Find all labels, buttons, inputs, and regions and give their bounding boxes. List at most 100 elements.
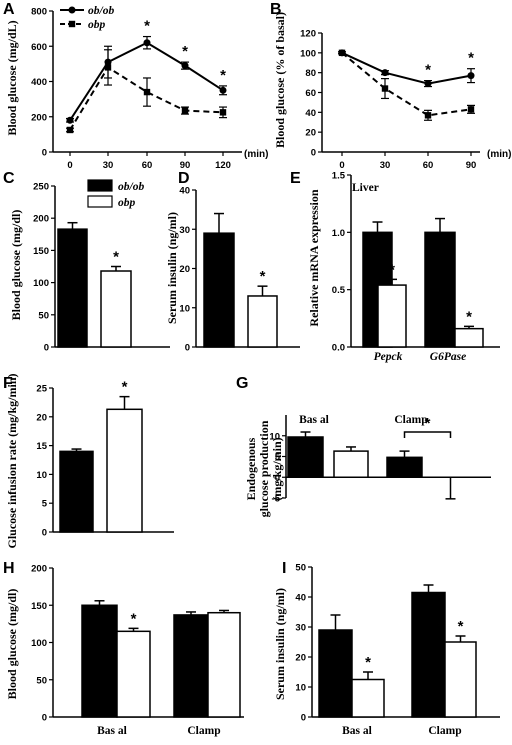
data-point-A: [181, 107, 189, 114]
category-label-E: Pepck: [374, 351, 403, 363]
y-tick-label-A: 800: [31, 7, 47, 18]
y-tick-label-H: 0: [42, 713, 47, 724]
bar-I-0-1: [351, 678, 385, 718]
y-tick-label-B: 20: [305, 128, 316, 139]
y-tick-label-D: 10: [179, 303, 190, 314]
legend-marker-obp: [68, 20, 76, 28]
data-point-A: [181, 62, 189, 70]
y-tick-label-B: 40: [305, 108, 316, 119]
y-axis-title-G: glucose production: [257, 420, 271, 517]
bar-C-0: [57, 228, 88, 348]
panel-label-F: F: [3, 375, 13, 392]
bar-G-1-0: [386, 456, 423, 478]
panel-label-H: H: [3, 560, 15, 577]
y-tick-label-A: 200: [31, 112, 47, 123]
bar-E-1-1: [454, 327, 484, 348]
bar-H-0-0: [81, 604, 118, 718]
panel-label-G: G: [236, 375, 248, 392]
significance-star-E: *: [466, 308, 472, 325]
y-tick-label-E: 1.5: [332, 171, 346, 182]
y-tick-label-E: 0.5: [332, 285, 346, 296]
x-axis-title-B: (min): [487, 149, 511, 160]
y-axis-title-C: Blood glucose (mg/dl): [9, 210, 23, 321]
data-point-A: [219, 109, 227, 116]
y-tick-label-D: 20: [179, 264, 190, 275]
significance-star-I: *: [458, 618, 464, 635]
y-tick-label-G: 10: [269, 431, 280, 442]
category-label-H: Clamp: [187, 725, 220, 737]
data-point-A: [219, 86, 227, 94]
y-tick-label-E: 0.0: [332, 343, 345, 354]
x-tick-label-A: 120: [215, 160, 231, 171]
legend-label-ob-ob: ob/ob: [118, 181, 144, 193]
bar-E-0-1: [377, 284, 407, 348]
y-tick-label-H: 200: [31, 564, 47, 575]
significance-star-A: *: [182, 43, 188, 60]
y-tick-label-F: 25: [36, 384, 47, 395]
bar-I-0-0: [318, 629, 353, 718]
legend-label-obp: obp: [118, 197, 136, 209]
y-axis-title-A: Blood glucose (mg/dL): [5, 20, 19, 135]
data-point-A: [143, 88, 151, 96]
significance-star-A: *: [220, 67, 226, 84]
legend-label-obp: obp: [88, 19, 106, 31]
bar-I-1-1: [444, 641, 477, 718]
x-tick-label-A: 0: [67, 160, 72, 171]
legend-label-ob-ob: ob/ob: [88, 5, 114, 17]
y-tick-label-C: 150: [33, 246, 49, 257]
y-tick-label-G: 5: [275, 452, 281, 463]
y-tick-label-I: 20: [295, 653, 306, 664]
legend-swatch-obp: [87, 195, 113, 208]
bar-F-1: [106, 408, 143, 533]
data-point-A: [143, 39, 151, 47]
y-tick-label-C: 250: [33, 182, 49, 193]
y-tick-label-F: 10: [36, 470, 47, 481]
bar-G-0-0: [287, 436, 324, 478]
y-tick-label-H: 50: [36, 675, 47, 686]
significance-star-C: *: [113, 249, 119, 266]
y-tick-label-C: 0: [44, 343, 49, 354]
bar-C-1: [100, 270, 132, 348]
category-label-I: Bas al: [342, 725, 372, 737]
x-tick-label-A: 30: [103, 160, 114, 171]
panel-label-I: I: [282, 560, 286, 577]
significance-star-G: *: [425, 415, 431, 432]
bar-F-0: [59, 450, 94, 533]
bar-E-1-0: [424, 231, 456, 348]
significance-star-B: *: [425, 62, 431, 79]
y-tick-label-B: 0: [311, 148, 316, 159]
y-tick-label-I: 30: [295, 623, 306, 634]
category-label-G: Bas al: [299, 414, 329, 426]
y-axis-title-G: Endogenous: [244, 437, 258, 500]
significance-bracket-G: [403, 431, 452, 438]
y-axis-title-F: Glucose infusion rate (mg/kg/min): [5, 373, 19, 548]
significance-star-I: *: [365, 654, 371, 671]
bar-D-1: [247, 295, 278, 348]
y-axis-title-E: Relative mRNA expression: [307, 189, 321, 326]
y-tick-label-I: 10: [295, 683, 306, 694]
y-tick-label-D: 0: [185, 343, 190, 354]
y-tick-label-G: -5: [272, 494, 281, 505]
panel-label-B: B: [270, 1, 282, 18]
data-point-A: [66, 126, 74, 134]
y-tick-label-D: 40: [179, 186, 190, 197]
bar-G-0-1: [333, 450, 369, 479]
y-tick-label-F: 15: [36, 441, 47, 452]
significance-star-H: *: [131, 610, 137, 627]
x-tick-label-A: 60: [142, 160, 153, 171]
category-label-G: Clamp: [394, 414, 427, 426]
y-tick-label-A: 0: [42, 148, 47, 159]
significance-star-B: *: [468, 50, 474, 67]
x-tick-label-B: 60: [423, 160, 434, 171]
y-tick-label-C: 200: [33, 214, 49, 225]
y-tick-label-H: 100: [31, 638, 47, 649]
x-tick-label-B: 30: [380, 160, 391, 171]
data-point-B: [467, 72, 475, 80]
y-tick-label-I: 40: [295, 593, 306, 604]
data-point-B: [338, 49, 346, 57]
x-tick-label-B: 0: [339, 160, 344, 171]
significance-star-E: *: [389, 261, 395, 278]
y-tick-label-F: 5: [42, 499, 48, 510]
y-tick-label-F: 20: [36, 412, 47, 423]
